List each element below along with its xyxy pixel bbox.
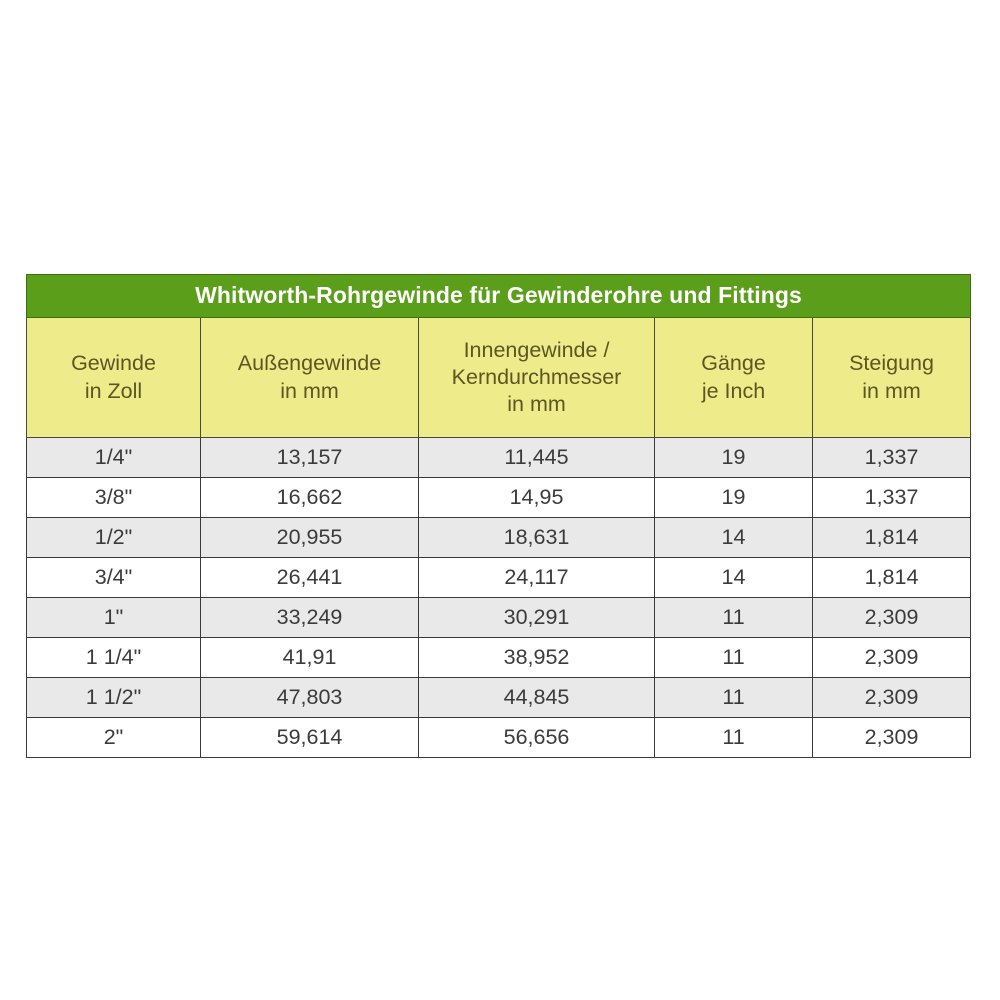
thread-size-cell: 1 1/2" <box>26 677 201 718</box>
column-header-line: Steigung <box>849 351 934 376</box>
table-row: 1/2" 20,955 18,631 14 1,814 <box>26 517 972 558</box>
column-header-0: Gewinde in Zoll <box>26 317 201 438</box>
table-cell: 56,656 <box>418 717 655 758</box>
table-cell: 20,955 <box>200 517 419 558</box>
thread-size-cell: 2" <box>26 717 201 758</box>
column-header-1: Außengewinde in mm <box>200 317 419 438</box>
table-cell: 44,845 <box>418 677 655 718</box>
table-cell: 1,814 <box>811 517 972 558</box>
table-row: 1 1/2" 47,803 44,845 11 2,309 <box>26 677 972 718</box>
table-cell: 11,445 <box>418 437 655 478</box>
table-cell: 59,614 <box>200 717 419 758</box>
table-cell: 19 <box>654 437 813 478</box>
table-cell: 2,309 <box>811 597 972 638</box>
table-row: 3/4" 26,441 24,117 14 1,814 <box>26 557 972 598</box>
table-cell: 14,95 <box>418 477 655 518</box>
thread-size-cell: 3/4" <box>26 557 201 598</box>
table-row: 2" 59,614 56,656 11 2,309 <box>26 717 972 758</box>
table-cell: 38,952 <box>418 637 655 678</box>
table-cell: 24,117 <box>418 557 655 598</box>
table-cell: 18,631 <box>418 517 655 558</box>
column-header-line: Kerndurchmesser <box>451 364 622 389</box>
table-cell: 30,291 <box>418 597 655 638</box>
table-title: Whitworth-Rohrgewinde für Gewinderohre u… <box>25 274 972 318</box>
thread-size-cell: 1/4" <box>26 437 201 478</box>
table-cell: 2,309 <box>811 637 972 678</box>
thread-size-cell: 3/8" <box>26 477 201 518</box>
column-header-2: Innengewinde / Kerndurchmesser in mm <box>418 317 655 438</box>
whitworth-thread-table: Whitworth-Rohrgewinde für Gewinderohre u… <box>25 274 972 758</box>
table-cell: 14 <box>654 557 813 598</box>
table-cell: 13,157 <box>200 437 419 478</box>
column-header-line: in mm <box>862 378 921 403</box>
column-header-line: in mm <box>507 392 566 417</box>
column-header-line: je Inch <box>701 378 766 403</box>
column-header-line: in Zoll <box>84 378 143 403</box>
table-row: 1 1/4" 41,91 38,952 11 2,309 <box>26 637 972 678</box>
table-cell: 47,803 <box>200 677 419 718</box>
table-cell: 11 <box>654 677 813 718</box>
table-cell: 14 <box>654 517 813 558</box>
table-cell: 2,309 <box>811 677 972 718</box>
table-cell: 41,91 <box>200 637 419 678</box>
table-cell: 26,441 <box>200 557 419 598</box>
column-header-line: Innengewinde / <box>463 337 610 362</box>
column-header-line: in mm <box>280 378 339 403</box>
table-cell: 2,309 <box>811 717 972 758</box>
table-cell: 11 <box>654 597 813 638</box>
table-cell: 16,662 <box>200 477 419 518</box>
thread-size-cell: 1 1/4" <box>26 637 201 678</box>
table-cell: 1,337 <box>811 477 972 518</box>
table-title-row: Whitworth-Rohrgewinde für Gewinderohre u… <box>25 274 972 318</box>
whitworth-thread-table-container: Whitworth-Rohrgewinde für Gewinderohre u… <box>25 274 972 758</box>
thread-size-cell: 1/2" <box>26 517 201 558</box>
thread-size-cell: 1" <box>26 597 201 638</box>
table-row: 1/4" 13,157 11,445 19 1,337 <box>26 437 972 478</box>
table-header-row: Gewinde in Zoll Außengewinde in mm Innengewi… <box>26 317 972 438</box>
table-cell: 11 <box>654 637 813 678</box>
column-header-line: Außengewinde <box>237 351 382 376</box>
column-header-line: Gänge <box>701 351 766 376</box>
table-cell: 1,337 <box>811 437 972 478</box>
table-cell: 11 <box>654 717 813 758</box>
column-header-3: Gänge je Inch <box>654 317 813 438</box>
table-cell: 19 <box>654 477 813 518</box>
column-header-4: Steigung in mm <box>811 317 972 438</box>
table-cell: 33,249 <box>200 597 419 638</box>
table-row: 1" 33,249 30,291 11 2,309 <box>26 597 972 638</box>
table-row: 3/8" 16,662 14,95 19 1,337 <box>26 477 972 518</box>
column-header-line: Gewinde <box>71 351 156 376</box>
table-cell: 1,814 <box>811 557 972 598</box>
